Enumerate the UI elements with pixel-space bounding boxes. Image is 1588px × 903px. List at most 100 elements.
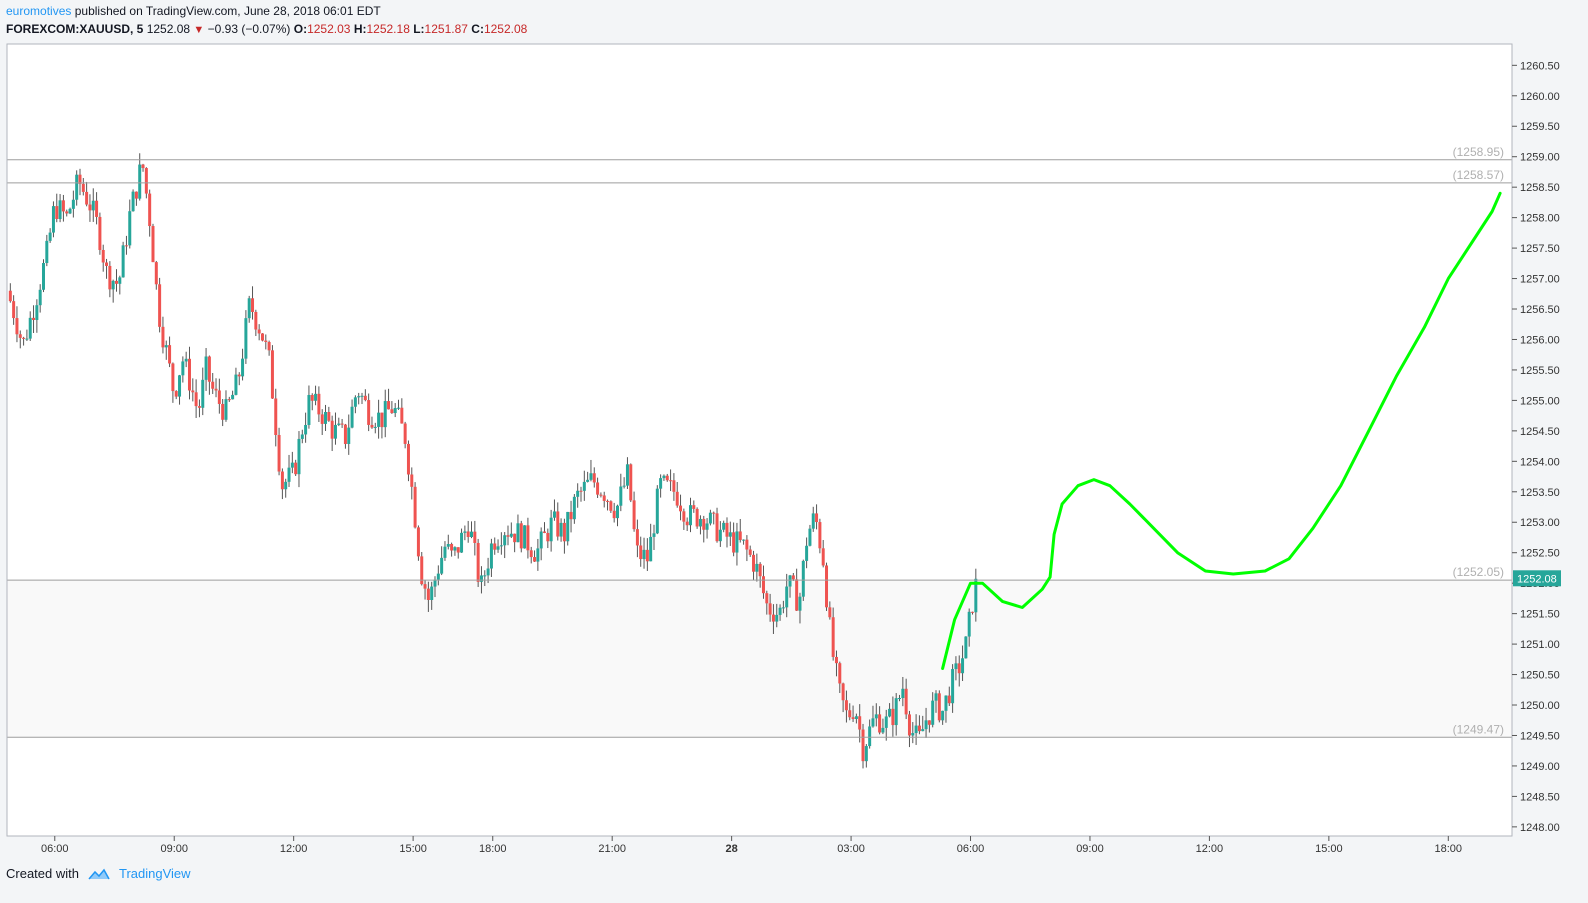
candle-body	[290, 462, 294, 468]
candle-body	[493, 543, 497, 550]
y-tick-label: 1254.50	[1520, 426, 1560, 438]
candle-body	[108, 265, 112, 290]
candle-body	[496, 546, 500, 550]
candle-body	[257, 329, 261, 334]
candle-body	[466, 531, 470, 538]
candle-body	[35, 305, 39, 320]
candle-body	[231, 394, 235, 400]
published-text: published on TradingView.com, June 28, 2…	[74, 4, 381, 18]
candle-body	[307, 394, 311, 425]
y-tick-label: 1260.50	[1520, 60, 1560, 72]
candle-body	[476, 542, 480, 582]
candle-body	[781, 607, 785, 609]
candle-body	[702, 518, 706, 530]
candle-body	[357, 396, 361, 398]
candle-body	[134, 191, 138, 199]
x-tick-label: 09:00	[1076, 843, 1104, 855]
candle-body	[957, 663, 961, 674]
high-label: H:	[353, 22, 367, 36]
candle-body	[241, 358, 245, 377]
candle-body	[98, 216, 102, 250]
candle-body	[8, 290, 12, 302]
candle-body	[679, 505, 683, 512]
candle-body	[350, 406, 354, 428]
y-tick-label: 1253.50	[1520, 487, 1560, 499]
candle-body	[669, 480, 673, 482]
candle-body	[509, 533, 513, 537]
x-tick-label: 21:00	[598, 843, 626, 855]
candle-body	[513, 533, 517, 543]
candle-body	[363, 395, 367, 401]
y-tick-label: 1253.00	[1520, 517, 1560, 529]
candle-body	[367, 400, 371, 425]
candle-body	[891, 708, 895, 726]
candle-body	[612, 510, 616, 519]
candle-body	[722, 522, 726, 530]
close-value: 1252.08	[483, 22, 528, 36]
y-tick-label: 1251.50	[1520, 609, 1560, 621]
candle-body	[742, 539, 746, 541]
candle-body	[539, 531, 543, 549]
candle-body	[738, 531, 742, 541]
candle-body	[171, 363, 175, 392]
y-tick-label: 1258.50	[1520, 182, 1560, 194]
candle-body	[320, 414, 324, 424]
candle-body	[606, 500, 610, 502]
candle-body	[652, 533, 656, 537]
candle-body	[300, 434, 304, 439]
range-zone	[7, 580, 1512, 738]
candle-body	[390, 409, 394, 414]
candle-body	[698, 518, 702, 527]
candle-body	[287, 467, 291, 482]
candle-body	[798, 596, 802, 611]
candle-body	[244, 318, 248, 359]
candle-body	[775, 614, 779, 622]
candle-body	[453, 547, 457, 551]
candle-body	[536, 548, 540, 562]
candle-body	[659, 478, 663, 489]
candle-body	[237, 374, 241, 377]
candle-body	[194, 392, 198, 407]
candle-body	[426, 588, 430, 601]
x-tick-label: 12:00	[280, 843, 308, 855]
candle-body	[420, 556, 424, 585]
candle-body	[370, 424, 374, 428]
candle-body	[884, 716, 888, 728]
x-tick-label: 15:00	[1315, 843, 1343, 855]
candle-body	[871, 718, 875, 727]
candle-body	[45, 240, 49, 264]
candle-body	[124, 245, 128, 247]
author-link[interactable]: euromotives	[6, 4, 72, 18]
y-tick-label: 1251.00	[1520, 639, 1560, 651]
candle-body	[81, 183, 85, 192]
candle-body	[470, 531, 474, 538]
candle-body	[330, 420, 334, 439]
last-price-tag	[1513, 570, 1561, 587]
candle-body	[725, 522, 729, 537]
symbol-name: FOREXCOM:XAUUSD, 5	[6, 22, 144, 36]
tradingview-brand[interactable]: TradingView	[118, 866, 191, 881]
candle-body	[947, 695, 951, 704]
candle-body	[805, 545, 809, 561]
candle-body	[834, 656, 838, 664]
candle-body	[168, 345, 172, 364]
y-tick-label: 1256.00	[1520, 334, 1560, 346]
candle-body	[61, 200, 65, 212]
candle-body	[353, 397, 357, 407]
y-tick-label: 1250.50	[1520, 670, 1560, 682]
candle-body	[523, 525, 527, 549]
candle-body	[373, 426, 377, 428]
x-tick-label: 06:00	[41, 843, 69, 855]
candle-body	[808, 528, 812, 546]
candle-body	[443, 546, 447, 558]
candle-body	[297, 438, 301, 475]
candle-body	[708, 512, 712, 524]
price-change: −0.93 (−0.07%)	[207, 22, 291, 36]
candle-body	[519, 523, 523, 549]
candle-body	[456, 547, 460, 553]
candle-body	[576, 490, 580, 497]
candle-body	[516, 523, 520, 543]
candle-body	[599, 494, 603, 496]
candle-body	[543, 531, 546, 533]
